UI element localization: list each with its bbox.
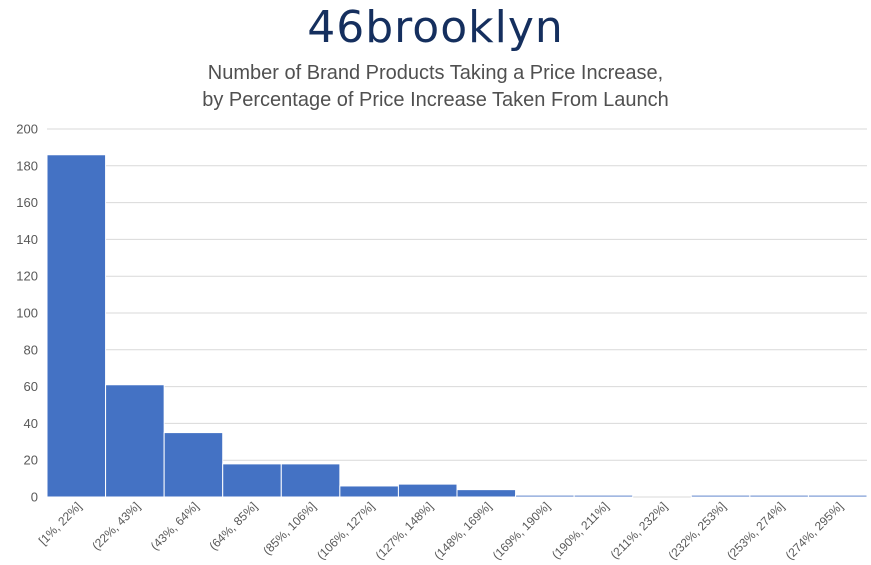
y-tick-label: 80 xyxy=(24,342,38,357)
histogram-bar xyxy=(573,494,634,498)
x-tick-label: (274%, 295%] xyxy=(783,499,846,562)
y-tick-label: 120 xyxy=(16,269,38,284)
x-tick-label: (85%, 106%] xyxy=(260,499,318,557)
x-tick-label: (64%, 85%] xyxy=(206,499,260,553)
histogram-bar xyxy=(397,483,458,498)
histogram-bar xyxy=(105,384,165,498)
histogram-bar xyxy=(222,463,282,498)
y-tick-label: 200 xyxy=(16,122,38,137)
histogram-bar xyxy=(46,154,107,498)
y-tick-label: 180 xyxy=(16,158,38,173)
x-tick-label: (169%, 190%] xyxy=(490,499,553,562)
x-tick-label: (43%, 64%] xyxy=(148,499,202,553)
gridlines xyxy=(47,128,867,498)
x-axis-ticks: [1%, 22%] (22%, 43%] (43%, 64%] (64%, 85%](… xyxy=(36,499,846,562)
x-tick-label: (232%, 253%] xyxy=(665,499,728,562)
y-tick-label: 140 xyxy=(16,232,38,247)
histogram-bar xyxy=(339,485,399,498)
y-axis-ticks: 0 20 40 60 80 100 120 140 160 180 200 xyxy=(16,122,38,505)
brand-logo: 46brooklyn xyxy=(307,2,564,53)
chart-title-line-2: by Percentage of Price Increase Taken Fr… xyxy=(202,89,669,111)
y-tick-label: 100 xyxy=(16,306,38,321)
histogram-bar xyxy=(515,494,575,498)
histogram-bar xyxy=(807,494,868,498)
x-tick-label: (148%, 169%] xyxy=(431,499,494,562)
bars xyxy=(46,154,868,498)
x-tick-label: [1%, 22%] xyxy=(36,499,85,548)
histogram-bar xyxy=(690,494,751,498)
x-tick-label: (211%, 232%] xyxy=(608,499,671,562)
histogram-bar xyxy=(749,494,809,498)
x-tick-label: (190%, 211%] xyxy=(549,499,612,562)
x-tick-label: (106%, 127%] xyxy=(314,499,377,562)
x-tick-label: (253%, 274%] xyxy=(724,499,787,562)
x-tick-label: (22%, 43%] xyxy=(89,499,143,553)
histogram-bar xyxy=(280,463,341,498)
y-tick-label: 40 xyxy=(24,416,38,431)
histogram-bar xyxy=(163,432,224,498)
y-tick-label: 20 xyxy=(24,453,38,468)
chart-title-line-1: Number of Brand Products Taking a Price … xyxy=(207,62,664,84)
histogram-bar xyxy=(456,489,517,498)
y-tick-label: 0 xyxy=(31,490,38,505)
y-tick-label: 160 xyxy=(16,195,38,210)
y-tick-label: 60 xyxy=(24,379,38,394)
x-tick-label: (127%, 148%] xyxy=(373,499,436,562)
